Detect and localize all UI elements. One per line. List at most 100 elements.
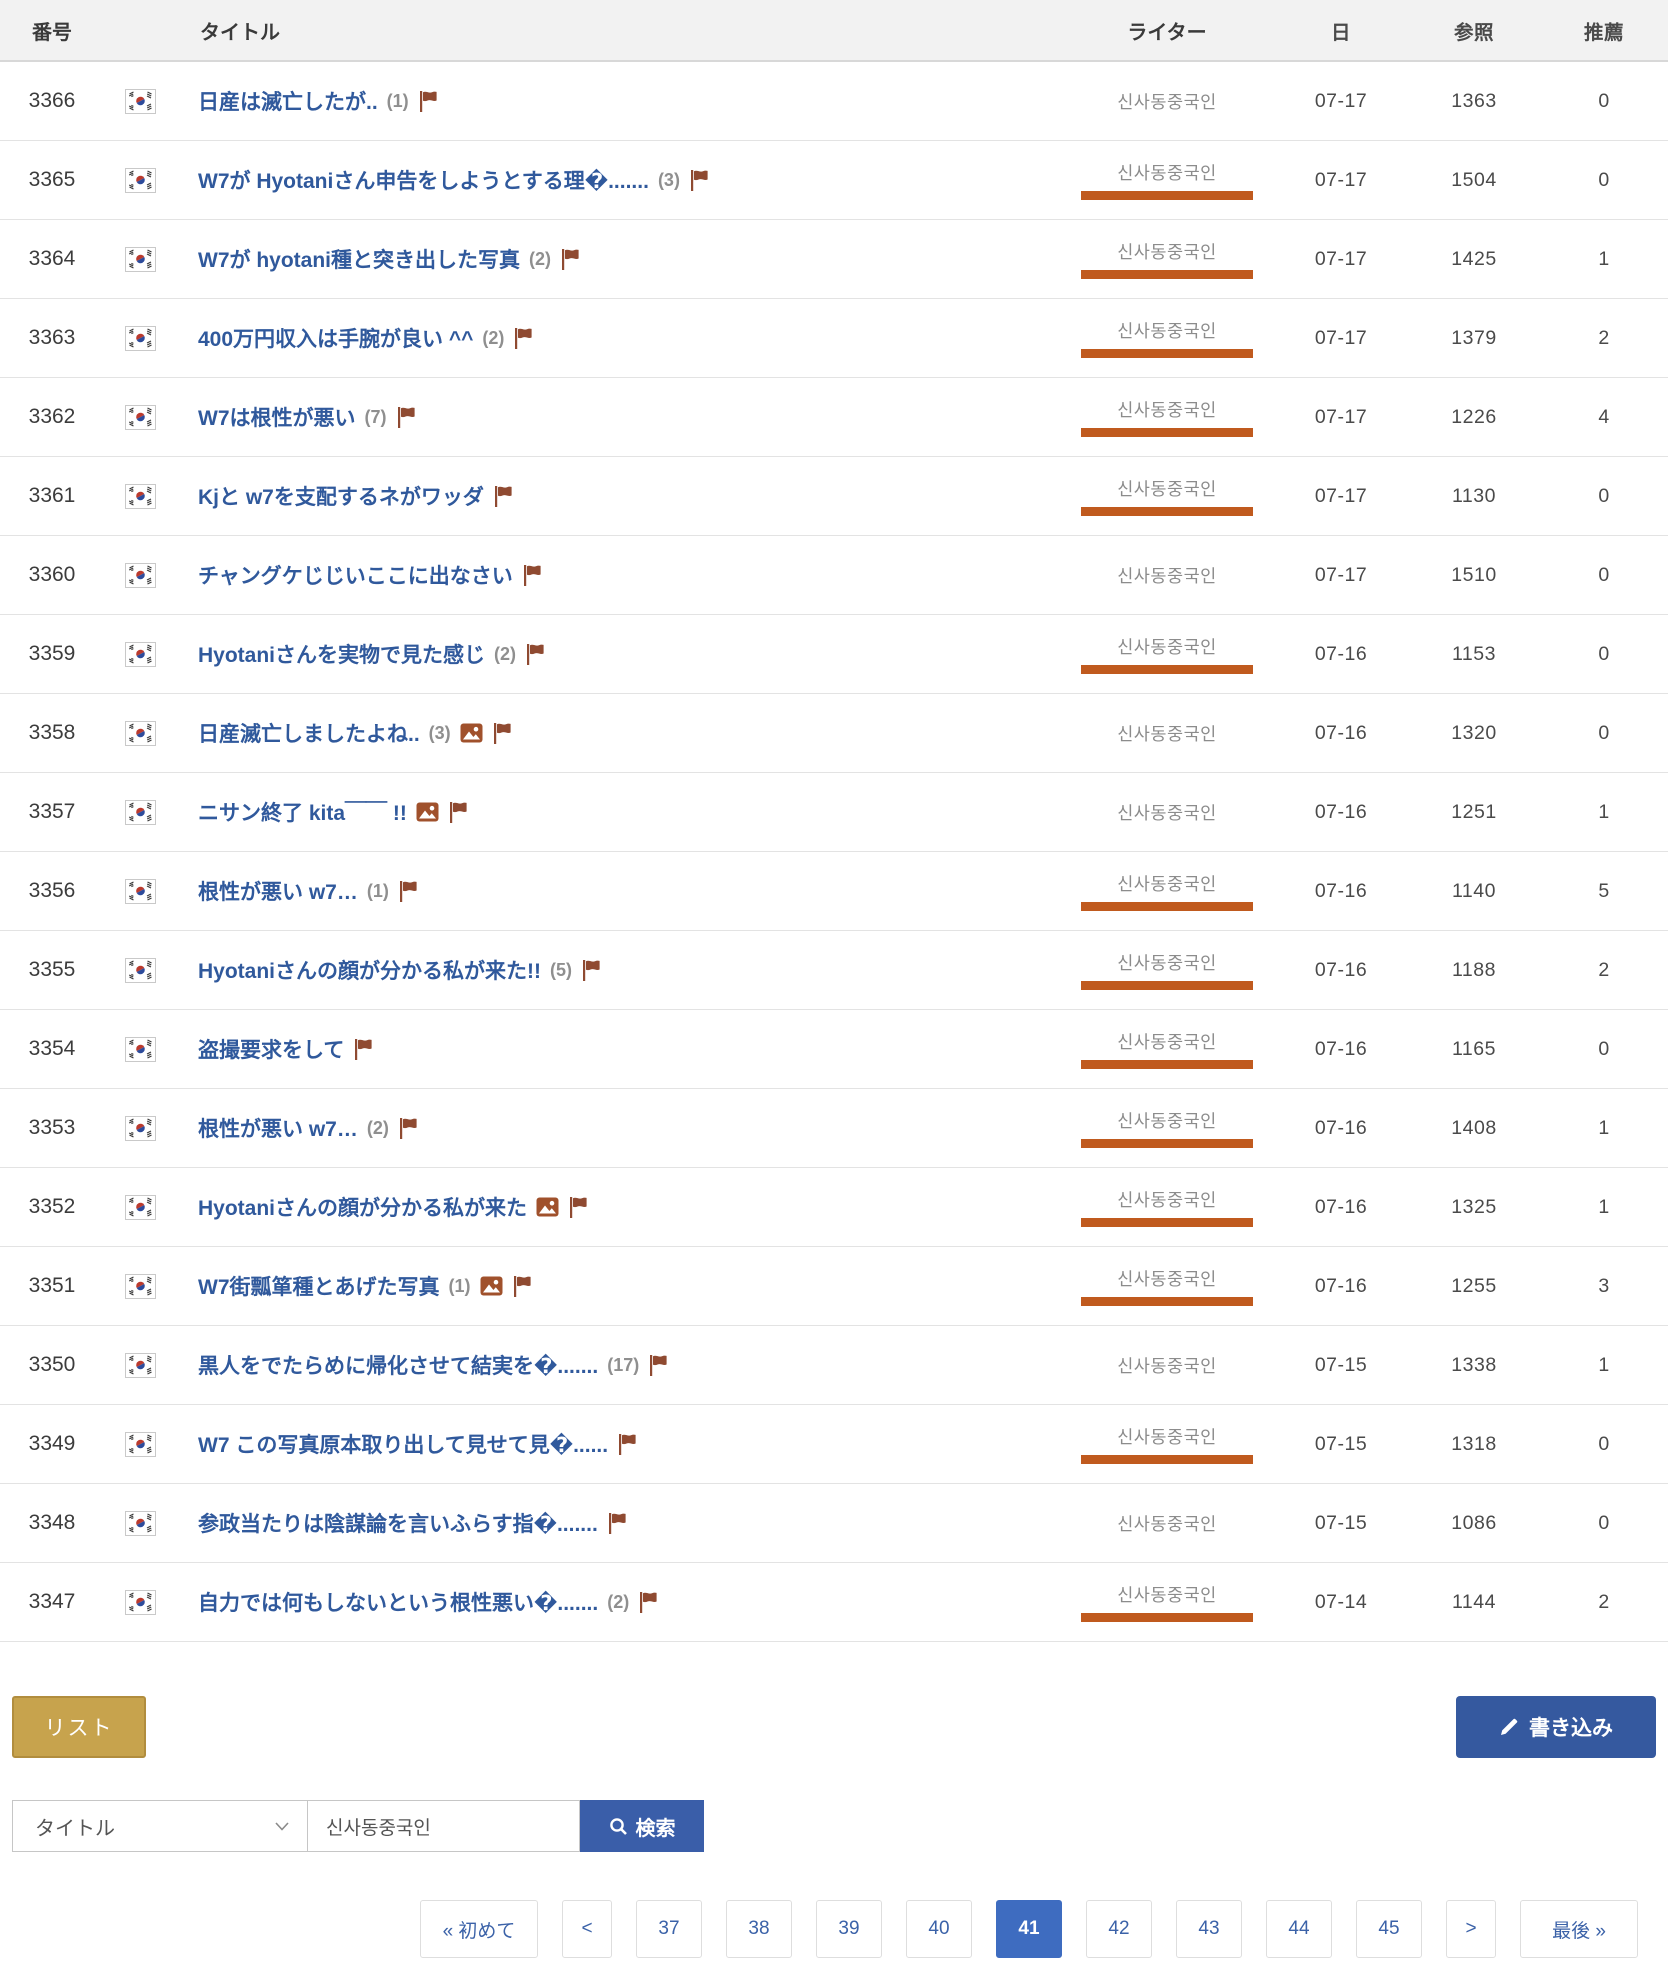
table-row: 3354 <box>0 1010 1668 1089</box>
writer-underline <box>1081 902 1253 911</box>
post-title-link[interactable]: 400万円収入は手腕が良い ^^ <box>198 328 474 351</box>
post-title-link[interactable]: 黒人をでたらめに帰化させて結実を�....... <box>198 1355 599 1378</box>
view-count: 1338 <box>1451 1353 1497 1376</box>
comment-count: (2) <box>482 327 505 348</box>
view-count: 1086 <box>1451 1511 1497 1534</box>
page-button[interactable]: 40 <box>906 1900 972 1958</box>
writer-name: 신사동중국인 <box>1117 565 1217 586</box>
post-date: 07-15 <box>1314 1511 1368 1534</box>
next-page-button[interactable]: > <box>1446 1900 1496 1958</box>
writer-name: 신사동중국인 <box>1117 953 1217 973</box>
post-title-link[interactable]: 自力では何もしないという根性悪い�....... <box>198 1592 599 1615</box>
korea-flag-icon <box>124 325 156 351</box>
view-count: 1165 <box>1452 1037 1496 1060</box>
view-count: 1188 <box>1452 958 1496 981</box>
search-button[interactable]: 検索 <box>580 1800 704 1852</box>
post-number: 3363 <box>28 326 76 349</box>
page-button[interactable]: 43 <box>1176 1900 1242 1958</box>
post-title-link[interactable]: Hyotaniさんの顔が分かる私が来た <box>198 1197 528 1220</box>
report-flag-icon <box>353 1038 374 1061</box>
recommend-count: 0 <box>1598 721 1610 744</box>
post-number: 3362 <box>28 405 76 428</box>
writer-name: 신사동중국인 <box>1117 91 1217 112</box>
page-button[interactable]: 37 <box>636 1900 702 1958</box>
post-date: 07-16 <box>1314 800 1368 823</box>
post-number: 3348 <box>28 1511 76 1534</box>
post-number: 3357 <box>28 800 76 823</box>
page-button-active[interactable]: 41 <box>996 1900 1062 1958</box>
post-title-link[interactable]: チャングケじじいここに出なさい <box>198 565 513 588</box>
post-title-link[interactable]: Kjと w7を支配するネがワッダ <box>198 486 484 509</box>
search-icon <box>609 1817 628 1836</box>
writer-name: 신사동중국인 <box>1117 1585 1217 1605</box>
comment-count: (7) <box>364 406 387 427</box>
post-title-link[interactable]: W7は根性が悪い <box>198 407 356 430</box>
post-title-link[interactable]: ニサン終了 kita￣￣ !! <box>198 802 407 825</box>
post-date: 07-16 <box>1314 879 1368 902</box>
writer-underline <box>1081 1218 1253 1227</box>
view-count: 1363 <box>1451 89 1497 112</box>
post-title-link[interactable]: Hyotaniさんを実物で見た感じ <box>198 644 486 667</box>
last-page-button[interactable]: 最後 » <box>1520 1900 1638 1958</box>
table-row: 3355 <box>0 931 1668 1010</box>
table-row: 3364 <box>0 220 1668 299</box>
page-button[interactable]: 44 <box>1266 1900 1332 1958</box>
view-count: 1379 <box>1451 326 1497 349</box>
korea-flag-icon <box>124 1273 156 1299</box>
recommend-count: 3 <box>1598 1274 1610 1297</box>
post-title-link[interactable]: 参政当たりは陰謀論を言いふらす指�....... <box>198 1513 598 1536</box>
country-flag-cell <box>104 325 176 351</box>
post-title-link[interactable]: 日産は滅亡したが.. <box>198 91 378 114</box>
post-title-link[interactable]: 日産滅亡しましたよね.. <box>198 723 420 746</box>
post-date: 07-17 <box>1314 89 1368 112</box>
korea-flag-icon <box>124 1194 156 1220</box>
post-date: 07-16 <box>1314 642 1368 665</box>
report-flag-icon <box>396 406 417 429</box>
post-title-link[interactable]: W7が Hyotaniさん申告をしようとする理�....... <box>198 170 649 193</box>
post-title-link[interactable]: 根性が悪い w7… <box>198 881 358 904</box>
table-row: 3353 <box>0 1089 1668 1168</box>
recommend-count: 1 <box>1598 247 1610 270</box>
header-recommend: 推薦 <box>1583 21 1624 44</box>
list-button[interactable]: リスト <box>12 1696 146 1758</box>
post-title-link[interactable]: W7街瓢箪種とあげた写真 <box>198 1276 440 1299</box>
recommend-count: 2 <box>1598 958 1610 981</box>
post-number: 3361 <box>28 484 76 507</box>
comment-count: (2) <box>607 1591 630 1612</box>
table-row: 3356 <box>0 852 1668 931</box>
pagination: « 初めて < 37 38 39 40 41 42 43 44 45 > 最後 » <box>420 1900 1638 1958</box>
page-button[interactable]: 45 <box>1356 1900 1422 1958</box>
recommend-count: 0 <box>1598 484 1610 507</box>
post-title-link[interactable]: 盗撮要求をして <box>198 1039 345 1062</box>
page-button[interactable]: 39 <box>816 1900 882 1958</box>
post-title-link[interactable]: W7が hyotani種と突き出した写真 <box>198 249 521 272</box>
writer-name: 신사동중국인 <box>1117 163 1217 183</box>
page-button[interactable]: 42 <box>1086 1900 1152 1958</box>
report-flag-icon <box>607 1512 628 1535</box>
writer-underline <box>1081 1297 1253 1306</box>
comment-count: (1) <box>366 880 389 901</box>
country-flag-cell <box>104 1589 176 1615</box>
table-row: 3359 <box>0 615 1668 694</box>
country-flag-cell <box>104 562 176 588</box>
search-input[interactable] <box>308 1800 580 1852</box>
post-date: 07-17 <box>1314 563 1368 586</box>
writer-underline <box>1081 507 1253 516</box>
post-title-link[interactable]: 根性が悪い w7… <box>198 1118 358 1141</box>
writer-name: 신사동중국인 <box>1117 1111 1217 1131</box>
korea-flag-icon <box>124 641 156 667</box>
korea-flag-icon <box>124 483 156 509</box>
country-flag-cell <box>104 1431 176 1457</box>
post-title-link[interactable]: Hyotaniさんの顔が分かる私が来た!! <box>198 960 541 983</box>
first-page-button[interactable]: « 初めて <box>420 1900 538 1958</box>
report-flag-icon <box>398 1117 419 1140</box>
table-row: 3352 <box>0 1168 1668 1247</box>
post-title-link[interactable]: W7 この写真原本取り出して見せて見�...... <box>198 1434 609 1457</box>
header-writer: ライター <box>1127 21 1207 44</box>
search-field-select[interactable]: タイトル <box>12 1800 308 1852</box>
prev-page-button[interactable]: < <box>562 1900 612 1958</box>
page-button[interactable]: 38 <box>726 1900 792 1958</box>
write-button[interactable]: 書き込み <box>1456 1696 1656 1758</box>
image-attachment-icon <box>416 802 439 822</box>
recommend-count: 1 <box>1598 1353 1610 1376</box>
